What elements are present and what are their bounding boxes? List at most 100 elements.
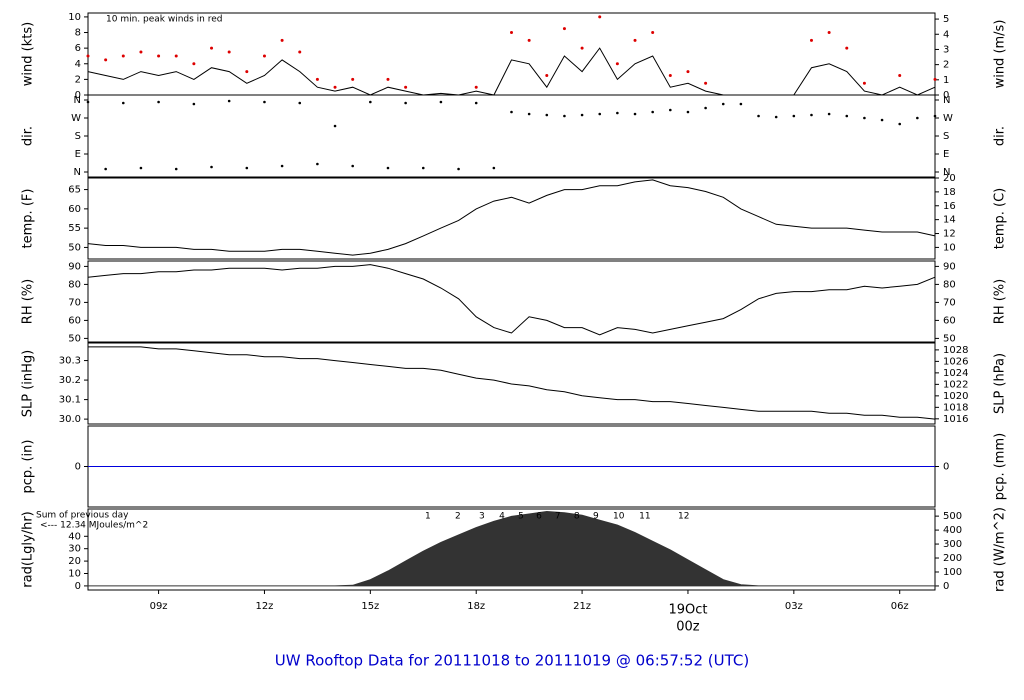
data-point (263, 100, 266, 104)
chart-title: UW Rooftop Data for 20111018 to 20111019… (275, 652, 749, 670)
date-label: 19Oct (668, 603, 707, 618)
y-tick-label: 70 (68, 297, 81, 308)
y2-tick-label: 14 (943, 215, 956, 226)
x-tick-label: 12z (255, 601, 273, 612)
data-point (651, 31, 655, 35)
data-point (616, 111, 619, 115)
y2-axis-label: rad (W/m^2) (993, 507, 1008, 592)
data-point (669, 108, 672, 112)
y2-tick-label: 18 (943, 187, 956, 198)
hour-mark: 8 (574, 512, 580, 522)
y2-axis-label: wind (m/s) (993, 20, 1008, 89)
data-point (668, 73, 672, 77)
y2-tick-label: 12 (943, 229, 956, 240)
y2-tick-label: 1016 (943, 414, 968, 425)
data-point (174, 167, 178, 171)
hour-mark: 9 (593, 512, 599, 522)
y2-tick-label: 0 (943, 90, 949, 101)
data-point (139, 50, 143, 54)
data-point (827, 112, 831, 116)
data-point (316, 162, 319, 166)
y2-tick-label: 0 (943, 462, 949, 473)
y-tick-label: 55 (68, 223, 81, 234)
annotation: <--- 12.34 MJoules/m^2 (40, 521, 148, 531)
hour-mark: 4 (499, 512, 505, 522)
x-tick-label: 09z (150, 601, 168, 612)
y2-tick-label: N (943, 167, 950, 178)
data-point (845, 114, 849, 118)
data-point (704, 81, 708, 85)
y2-tick-label: 1 (943, 75, 949, 86)
y-tick-label: 30.0 (59, 414, 81, 425)
y-tick-label: N (74, 167, 81, 178)
data-point (527, 38, 531, 42)
area (87, 510, 936, 587)
data-point (898, 73, 902, 77)
y2-tick-label: 80 (943, 279, 956, 290)
data-point (598, 15, 602, 19)
y2-tick-label: 1026 (943, 356, 968, 367)
y2-tick-label: 5 (943, 14, 949, 25)
data-point (863, 116, 866, 120)
data-point (880, 118, 884, 122)
y-tick-label: 0 (75, 90, 81, 101)
data-point (192, 62, 196, 66)
data-point (280, 38, 284, 42)
y-tick-label: S (75, 131, 81, 142)
data-point (739, 102, 743, 106)
y-tick-label: 30.3 (59, 356, 81, 367)
data-point (245, 166, 249, 170)
x-tick-label: 18z (467, 601, 485, 612)
line (87, 47, 936, 96)
y2-tick-label: 1028 (943, 345, 968, 356)
hour-mark: 1 (425, 512, 431, 522)
data-point (792, 114, 796, 118)
data-point (351, 164, 354, 168)
panel-frame (87, 342, 936, 425)
y2-tick-label: 300 (943, 539, 962, 550)
y-tick-label: 65 (68, 185, 81, 196)
data-point (457, 167, 460, 171)
x-tick-label: 15z (361, 601, 379, 612)
data-point (104, 167, 107, 171)
data-point (474, 101, 478, 105)
data-point (651, 110, 654, 114)
y2-tick-label: 10 (943, 242, 956, 253)
y2-tick-label: N (943, 95, 950, 106)
data-point (298, 101, 302, 105)
data-point (157, 54, 161, 58)
data-point (633, 112, 637, 116)
panel-frame (87, 508, 936, 591)
data-point (227, 50, 231, 54)
hour-mark: 12 (678, 512, 689, 522)
data-point (369, 100, 372, 104)
y2-tick-label: 90 (943, 261, 956, 272)
y2-tick-label: 50 (943, 333, 956, 344)
x-tick-label: 21z (573, 601, 591, 612)
data-point (562, 27, 566, 31)
y2-tick-label: 1020 (943, 391, 968, 402)
y2-tick-label: 70 (943, 297, 956, 308)
data-point (933, 77, 937, 81)
hour-mark: 7 (555, 512, 561, 522)
y-tick-label: 10 (68, 12, 81, 23)
data-point (704, 106, 707, 110)
line (87, 264, 936, 336)
hour-mark: 6 (536, 512, 542, 522)
x-tick-label: 06z (891, 601, 909, 612)
data-point (280, 164, 284, 168)
y2-tick-label: 400 (943, 525, 962, 536)
data-point (121, 54, 125, 58)
data-point (721, 102, 725, 106)
y-tick-label: 60 (68, 315, 81, 326)
data-point (386, 166, 390, 170)
panel-frame (87, 12, 936, 96)
annotation: Sum of previous day (36, 511, 129, 521)
data-point (404, 85, 408, 89)
y-axis-label: dir. (21, 126, 36, 146)
y2-axis-label: SLP (hPa) (993, 353, 1008, 414)
hour-mark: 10 (613, 512, 625, 522)
y2-axis-label: pcp. (mm) (993, 433, 1008, 500)
x-tick-label: 00z (676, 620, 700, 635)
data-point (916, 116, 919, 120)
